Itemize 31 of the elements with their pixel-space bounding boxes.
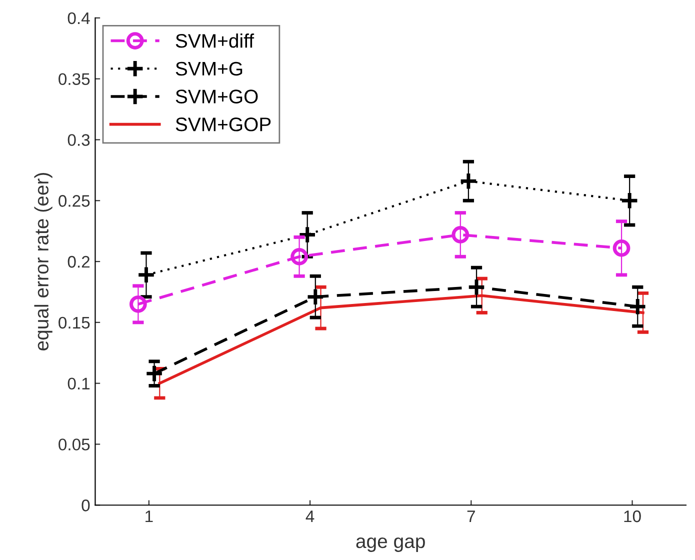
- legend-label: SVM+diff: [176, 33, 254, 48]
- point: [620, 191, 639, 210]
- x-axis-title: age gap: [356, 537, 425, 552]
- y-tick-label: 0.3: [68, 134, 90, 146]
- y-tick-label: 0: [82, 500, 90, 512]
- y-tick-label: 0.4: [68, 12, 90, 24]
- y-tick-label: 0.25: [58, 195, 90, 207]
- legend-label: SVM+GOP: [176, 118, 271, 132]
- point: [298, 225, 317, 244]
- legend-label: SVM+G: [176, 62, 242, 76]
- point: [136, 266, 156, 284]
- point: [612, 239, 630, 257]
- x-tick-label: 4: [306, 510, 314, 522]
- y-tick-label: 0.35: [58, 73, 90, 86]
- point: [467, 278, 486, 296]
- y-tick-label: 0.1: [68, 378, 90, 390]
- point: [306, 287, 325, 306]
- legend-label: SVM+GO: [176, 90, 258, 104]
- y-tick-label: 0.2: [68, 256, 90, 268]
- point: [130, 295, 147, 313]
- point: [290, 248, 308, 266]
- point: [144, 364, 164, 383]
- x-tick-label: 1: [146, 510, 153, 522]
- y-tick-label: 0.05: [58, 438, 90, 450]
- x-tick-label: 10: [624, 510, 641, 522]
- y-axis-title: equal error rate (eer): [34, 173, 52, 350]
- point: [459, 172, 478, 191]
- y-tick-label: 0.15: [58, 316, 90, 329]
- point: [452, 226, 470, 244]
- x-tick-label: 7: [467, 510, 475, 522]
- point: [628, 297, 648, 316]
